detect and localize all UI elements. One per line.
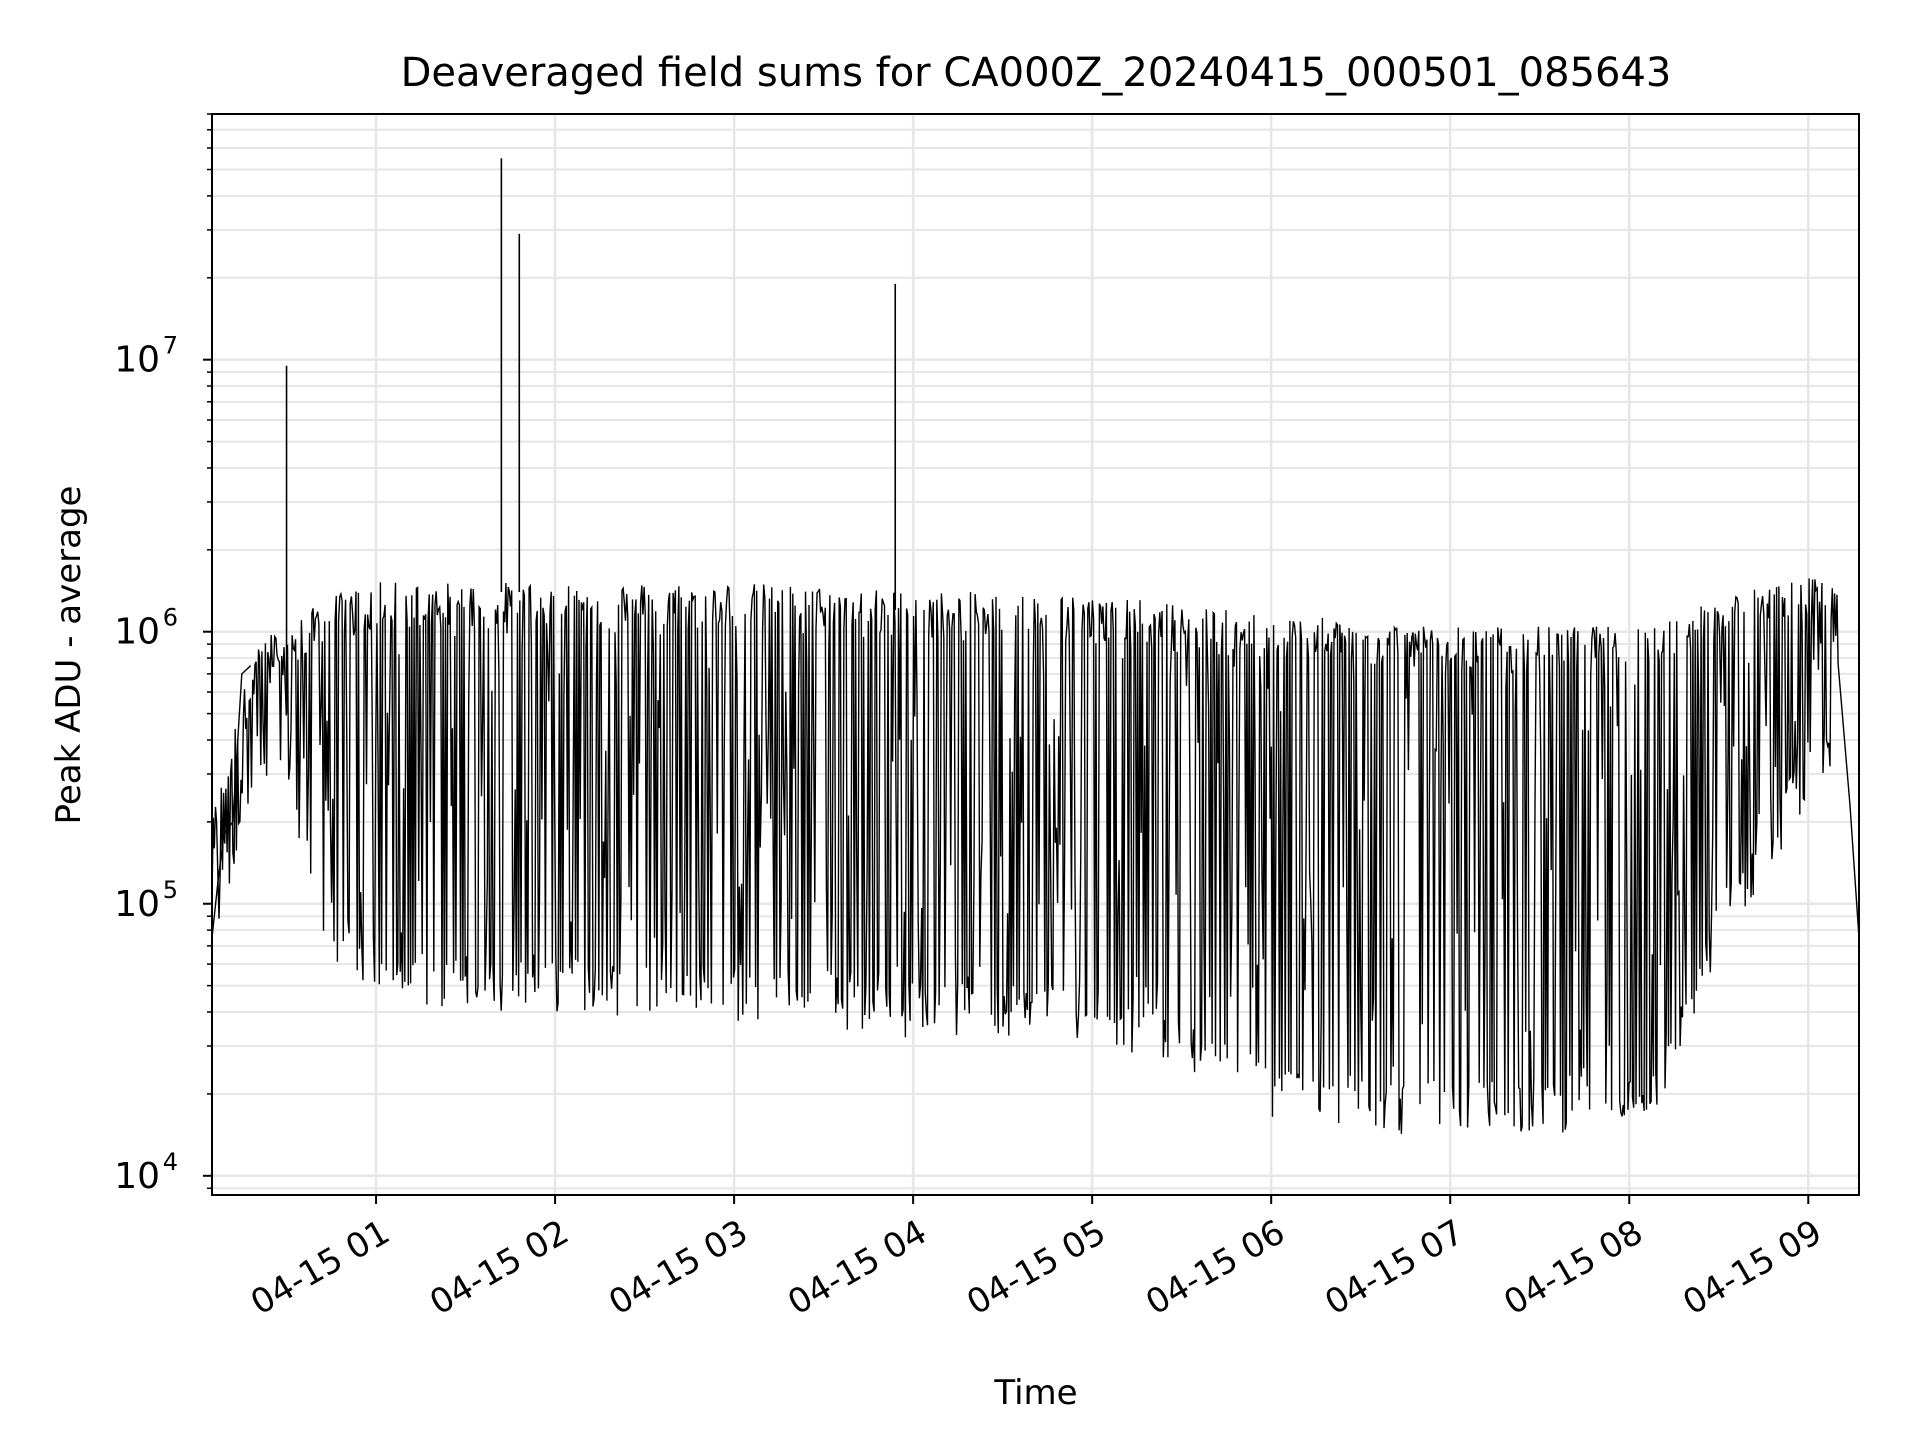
series-layer (212, 158, 1859, 1134)
y-tick-label: 10 (114, 1156, 160, 1197)
y-tick-label-exponent: 6 (163, 604, 178, 632)
x-tick-label: 04-15 02 (423, 1212, 575, 1323)
y-tick-label: 10 (114, 612, 160, 653)
x-tick-label: 04-15 09 (1676, 1212, 1828, 1323)
x-tick-label: 04-15 06 (1139, 1212, 1291, 1323)
y-tick-label-exponent: 5 (163, 876, 178, 904)
x-tick-label: 04-15 07 (1318, 1212, 1470, 1323)
y-tick-label-exponent: 4 (163, 1148, 178, 1176)
y-axis-label: Peak ADU - average (49, 486, 89, 825)
plot-frame (211, 113, 1860, 1196)
y-tick-label: 10 (114, 340, 160, 381)
x-tick-label: 04-15 05 (960, 1212, 1112, 1323)
x-tick-label: 04-15 03 (602, 1212, 754, 1323)
y-tick-label: 10 (114, 884, 160, 925)
series-start (212, 665, 252, 938)
y-tick-label-exponent: 7 (163, 332, 178, 360)
chart-title: Deaveraged field sums for CA000Z_2024041… (401, 50, 1672, 96)
series-line (212, 578, 1859, 1134)
x-tick-label: 04-15 08 (1497, 1212, 1649, 1323)
x-tick-label: 04-15 04 (781, 1212, 933, 1323)
x-tick-label: 04-15 01 (244, 1212, 396, 1323)
x-axis-label: Time (993, 1373, 1077, 1413)
